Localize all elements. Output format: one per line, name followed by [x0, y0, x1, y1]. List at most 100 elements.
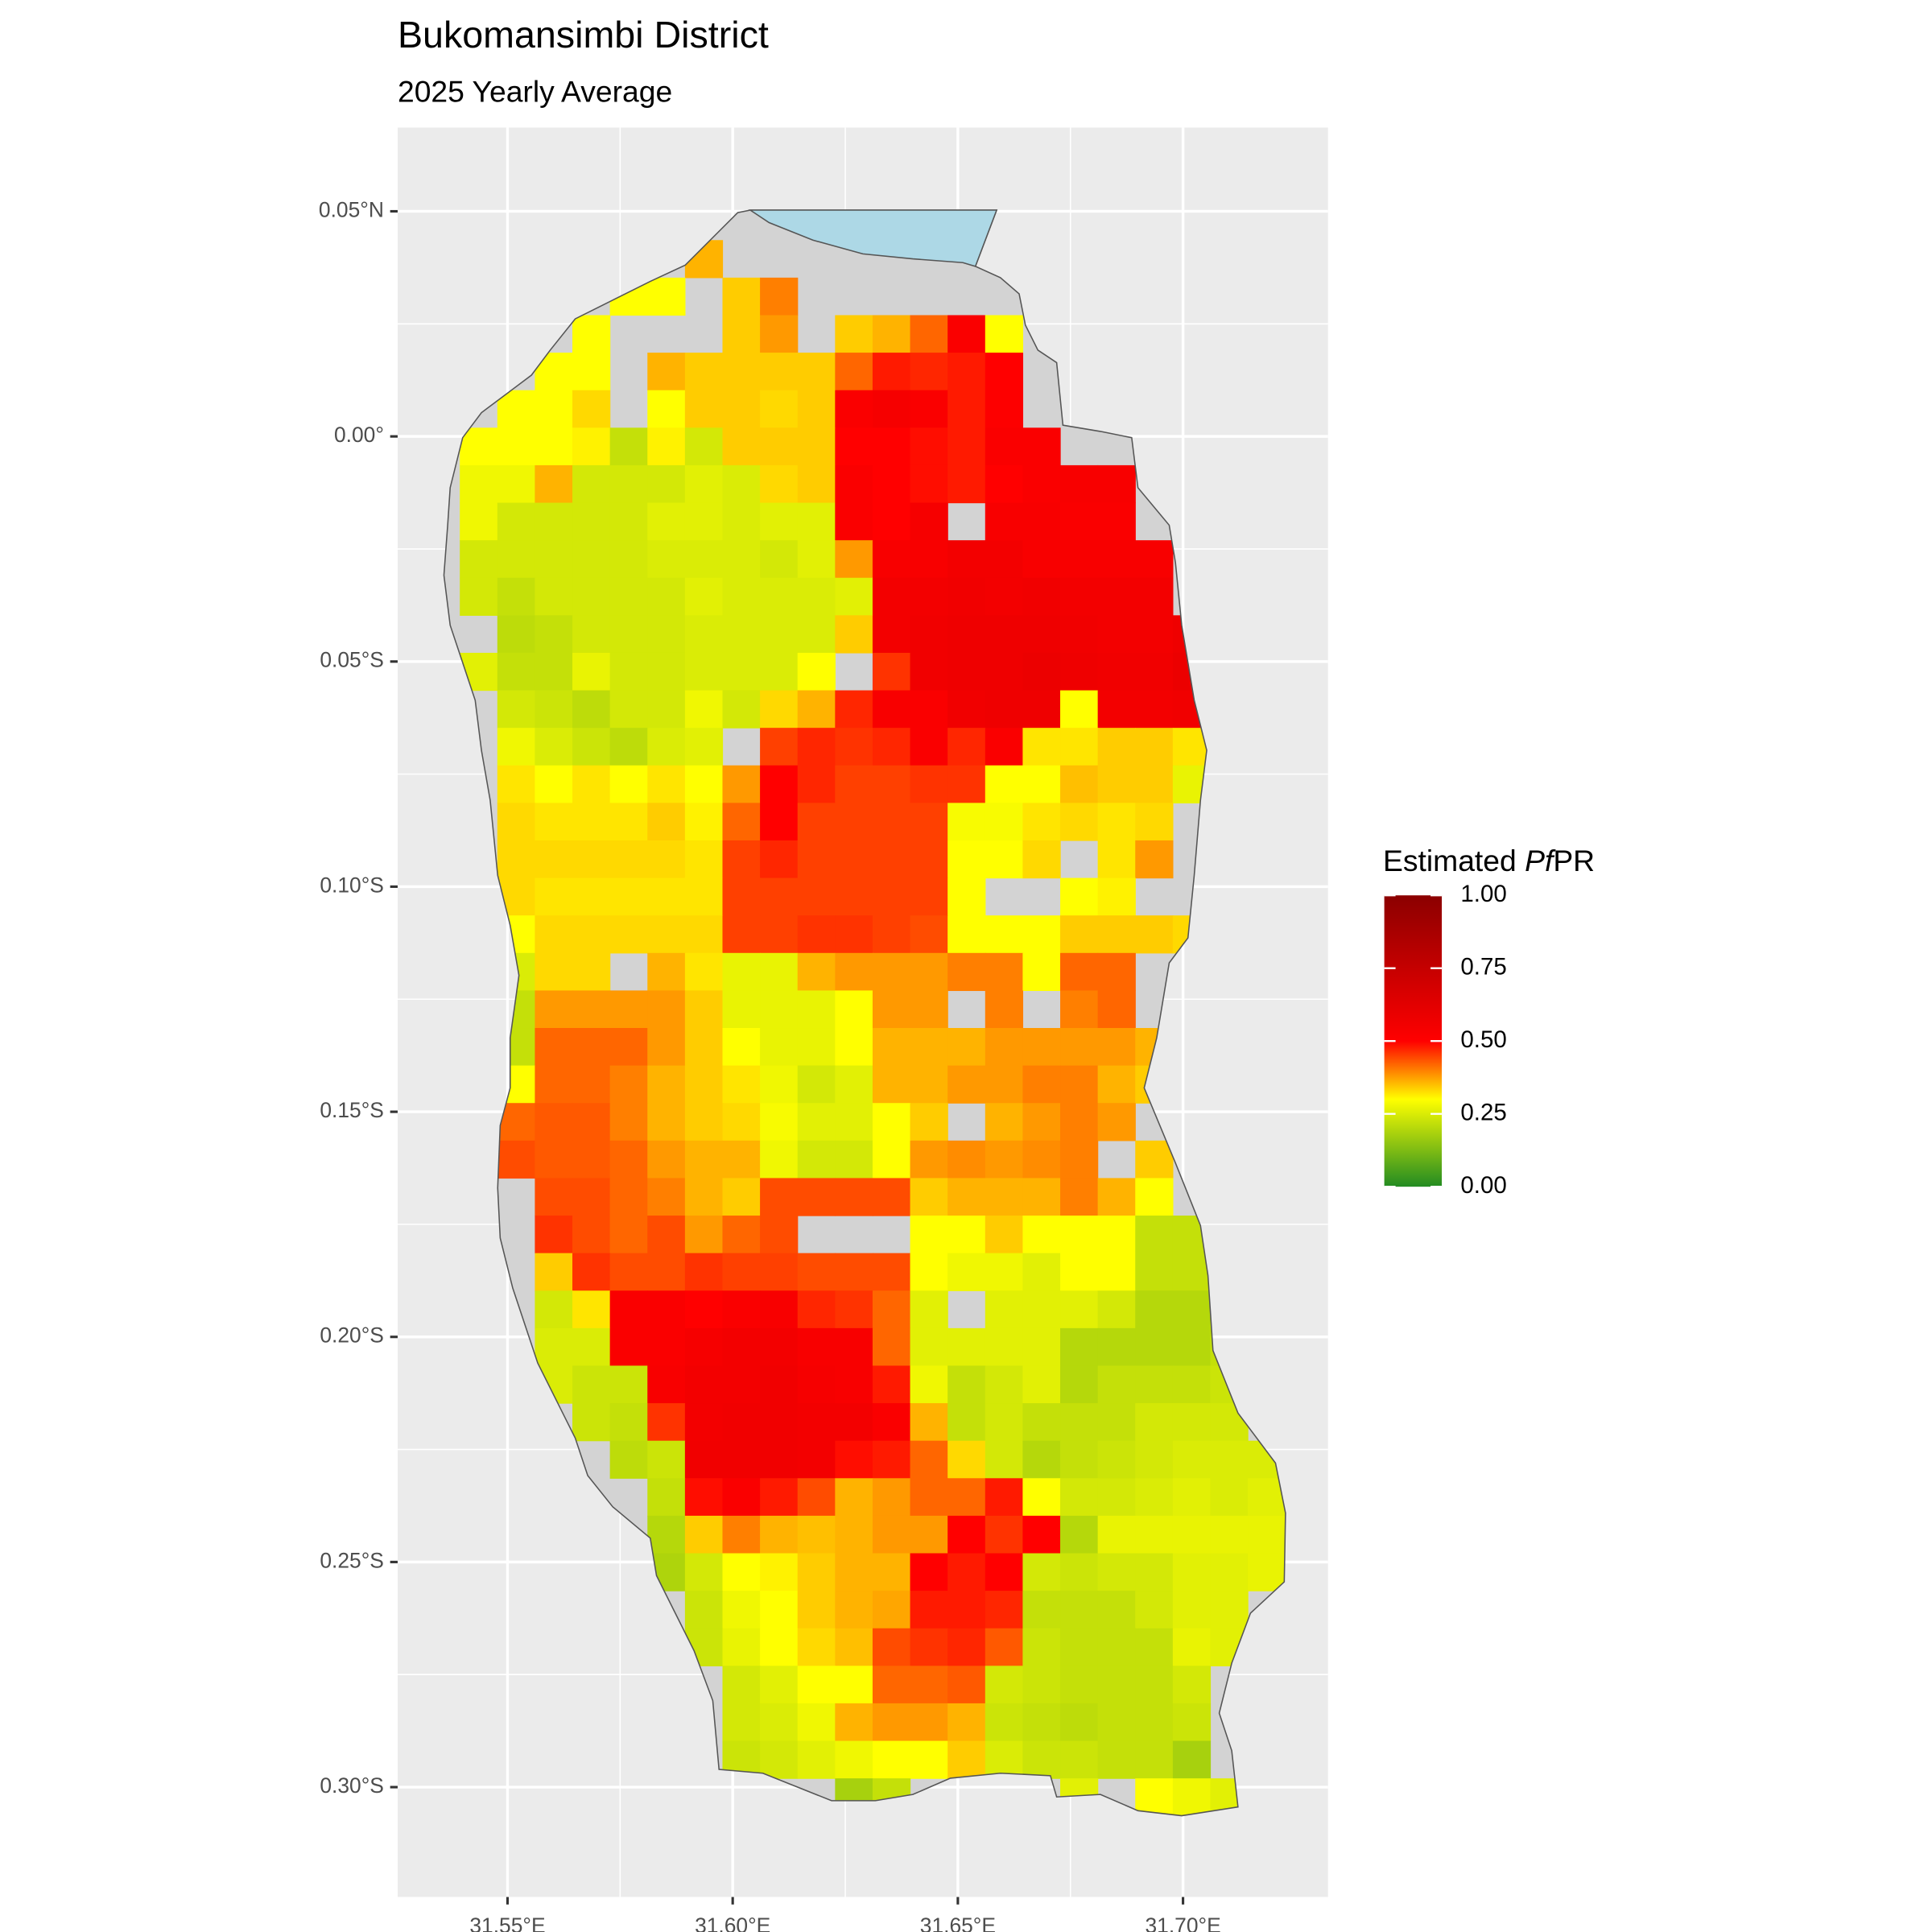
raster-cell [1210, 1515, 1249, 1554]
raster-cell [647, 577, 686, 616]
raster-cell [985, 1591, 1024, 1629]
raster-cell [947, 1703, 986, 1742]
raster-cell [1135, 728, 1174, 766]
raster-cell [760, 1628, 799, 1666]
raster-cell [572, 1253, 611, 1291]
legend: 0.00 0.25 0.50 0.75 1.00 [1384, 881, 1507, 1199]
y-tick-label: 0.00° [334, 423, 384, 447]
raster-cell [684, 502, 724, 541]
raster-cell [797, 1103, 836, 1141]
raster-cell [947, 427, 986, 466]
raster-cell [1022, 1740, 1061, 1779]
raster-cell [722, 1440, 761, 1479]
raster-cell [985, 427, 1024, 466]
raster-cell [947, 1478, 986, 1517]
raster-cell [760, 1740, 799, 1779]
raster-cell [985, 728, 1024, 766]
raster-cell [872, 1253, 911, 1291]
raster-cell [684, 728, 724, 766]
raster-cell [722, 540, 761, 579]
raster-cell [1097, 1515, 1136, 1554]
raster-cell [985, 1553, 1024, 1591]
raster-cell [722, 1628, 761, 1666]
raster-cell [722, 1290, 761, 1329]
raster-cell [910, 803, 948, 841]
raster-cell [1172, 1290, 1212, 1329]
y-tick-label: 0.10°S [320, 873, 384, 897]
raster-cell [609, 1140, 648, 1179]
raster-cell [760, 1515, 799, 1554]
raster-cell [722, 1103, 761, 1141]
raster-cell [647, 1065, 686, 1104]
raster-cell [797, 1703, 836, 1742]
raster-cell [985, 915, 1024, 954]
raster-cell [535, 1065, 573, 1104]
raster-cell [760, 1178, 799, 1216]
raster-cell [722, 1216, 761, 1254]
raster-cell [1172, 1591, 1212, 1629]
raster-cell [722, 615, 761, 654]
raster-cell [722, 915, 761, 954]
raster-cell [572, 1403, 611, 1442]
raster-cell [684, 464, 724, 504]
raster-cell [947, 615, 986, 654]
raster-cell [947, 728, 986, 766]
raster-cell [1022, 1065, 1061, 1104]
legend-title-suffix: PR [1553, 844, 1595, 877]
raster-cell [647, 877, 686, 916]
raster-cell [835, 690, 873, 729]
raster-cell [722, 1253, 761, 1291]
raster-cell [835, 1178, 873, 1216]
raster-cell [985, 1216, 1024, 1254]
raster-cell [647, 1140, 686, 1179]
y-tick-label: 0.15°S [320, 1098, 384, 1122]
raster-cell [947, 952, 986, 992]
raster-cell [1135, 840, 1174, 879]
raster-cell [647, 1290, 686, 1329]
raster-cell [497, 690, 536, 729]
raster-cell [535, 1140, 573, 1179]
raster-cell [722, 990, 761, 1029]
raster-cell [609, 1253, 648, 1291]
x-tick-label: 31.55°E [469, 1913, 545, 1932]
raster-cell [1248, 1553, 1286, 1591]
raster-cell [1097, 1178, 1136, 1216]
raster-cell [835, 1327, 873, 1367]
raster-cell [1022, 1028, 1061, 1067]
raster-cell [1022, 1515, 1061, 1554]
raster-cell [797, 690, 836, 729]
raster-cell [1022, 1403, 1061, 1442]
raster-cell [985, 502, 1024, 541]
raster-cell [872, 1628, 911, 1666]
raster-cell [1060, 728, 1099, 766]
raster-cell [797, 1591, 836, 1629]
raster-cell [835, 1703, 873, 1742]
raster-cell [609, 690, 648, 729]
raster-cell [722, 277, 761, 316]
raster-cell [835, 1290, 873, 1329]
raster-cell [722, 1140, 761, 1179]
raster-cell [835, 1028, 873, 1067]
raster-cell [872, 728, 911, 766]
raster-cell [797, 1553, 836, 1591]
raster-cell [1022, 1140, 1061, 1179]
raster-cell [797, 765, 836, 803]
raster-cell [1022, 464, 1061, 504]
raster-cell [1097, 464, 1136, 504]
y-tick-label: 0.05°N [319, 197, 384, 221]
raster-cell [722, 427, 761, 466]
raster-cell [1060, 615, 1099, 654]
raster-cell [535, 690, 573, 729]
raster-cell [835, 1628, 873, 1666]
raster-cell [947, 315, 986, 353]
raster-cell [1060, 1365, 1099, 1404]
raster-cell [684, 1365, 724, 1404]
raster-cell [835, 915, 873, 954]
raster-cell [985, 1178, 1024, 1216]
raster-cell [1135, 1327, 1174, 1367]
raster-cell [835, 1140, 873, 1179]
raster-cell [835, 1065, 873, 1104]
raster-cell [1022, 1178, 1061, 1216]
raster-cell [872, 1365, 911, 1404]
